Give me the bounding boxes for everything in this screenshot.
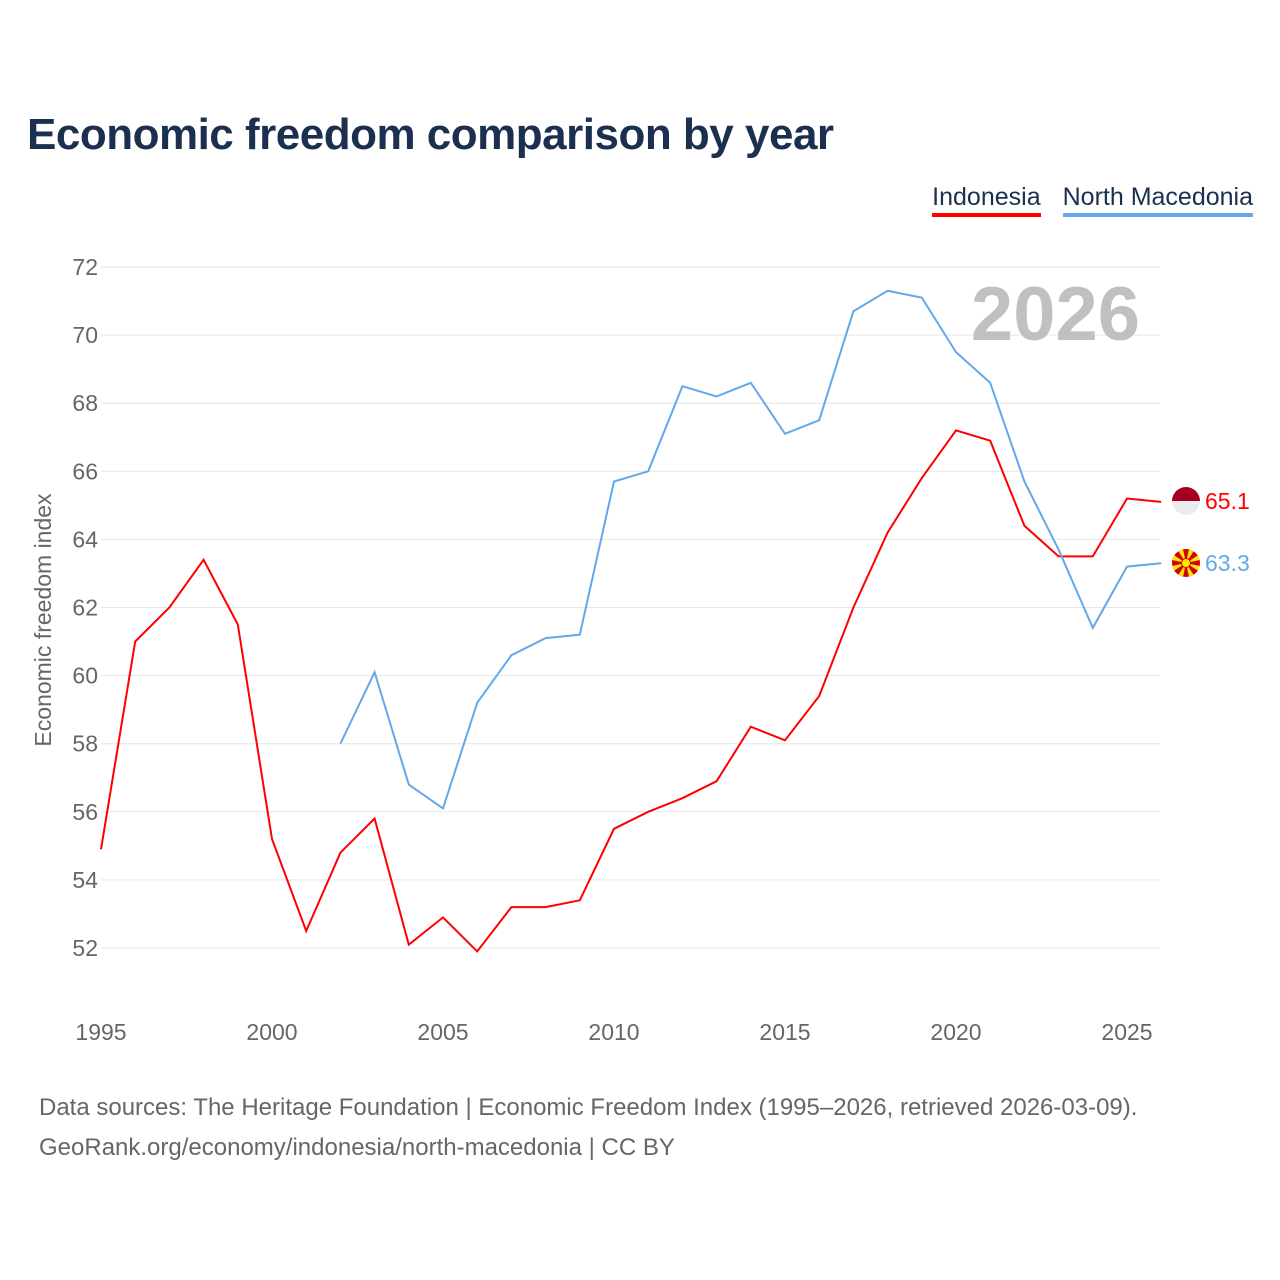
end-label-indonesia: 65.1 — [1205, 488, 1250, 514]
y-tick-label: 62 — [72, 595, 98, 621]
source-note: Data sources: The Heritage Foundation | … — [39, 1088, 1137, 1168]
x-tick-label: 2015 — [759, 1019, 810, 1045]
x-tick-label: 2005 — [417, 1019, 468, 1045]
chart-title: Economic freedom comparison by year — [27, 110, 834, 159]
x-tick-label: 2010 — [588, 1019, 639, 1045]
x-tick-label: 1995 — [75, 1019, 126, 1045]
source-line-2[interactable]: GeoRank.org/economy/indonesia/north-mace… — [39, 1134, 675, 1161]
y-tick-label: 66 — [72, 458, 98, 484]
x-tick-label: 2025 — [1101, 1019, 1152, 1045]
end-label-north-macedonia: 63.3 — [1205, 550, 1250, 576]
y-axis-label: Economic freedom index — [30, 493, 56, 747]
series-line-indonesia[interactable] — [100, 429, 1162, 953]
legend-item-north-macedonia[interactable]: North Macedonia — [1062, 183, 1253, 217]
y-tick-label: 70 — [72, 322, 98, 348]
source-line-1: Data sources: The Heritage Foundation | … — [39, 1094, 1138, 1121]
x-tick-label: 2000 — [246, 1019, 297, 1045]
x-tick-label: 2020 — [930, 1019, 981, 1045]
y-tick-label: 72 — [72, 254, 98, 280]
flag-north-macedonia-icon — [1172, 549, 1200, 577]
y-tick-label: 54 — [72, 867, 98, 893]
y-tick-label: 52 — [72, 935, 98, 961]
y-tick-label: 56 — [72, 799, 98, 825]
legend: Indonesia North Macedonia — [932, 183, 1253, 217]
y-tick-label: 58 — [72, 731, 98, 757]
series-line-north-macedonia[interactable] — [339, 289, 1162, 810]
y-tick-label: 60 — [72, 663, 98, 689]
legend-item-indonesia[interactable]: Indonesia — [932, 183, 1041, 217]
year-watermark: 2026 — [971, 272, 1140, 357]
y-tick-label: 64 — [72, 526, 98, 552]
y-tick-label: 68 — [72, 390, 98, 416]
flag-indonesia-icon — [1172, 487, 1200, 515]
